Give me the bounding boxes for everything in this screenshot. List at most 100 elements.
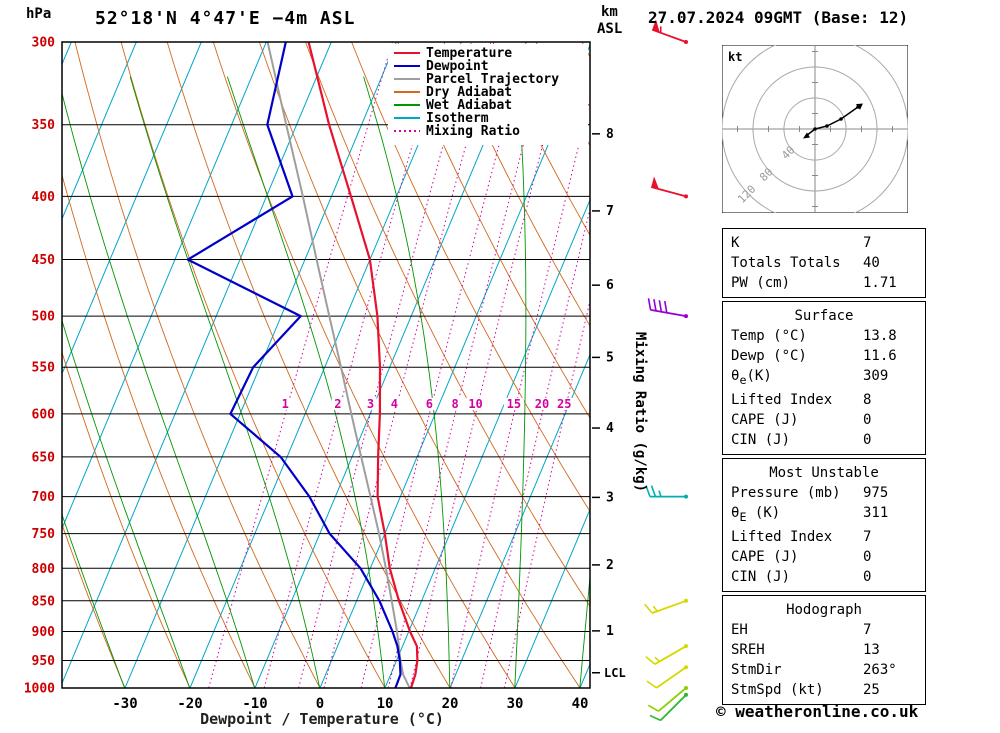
wind-barb <box>647 298 688 319</box>
km-axis-unit: km <box>601 4 618 20</box>
temperature-label: -20 <box>177 696 202 712</box>
stat-row: Temp (°C) 13.8 <box>731 326 917 346</box>
hodograph-kt-label: kt <box>728 50 742 64</box>
pressure-axis-labels: 300 350 400 450 500 550 600 650 700 750 800 850 900 9… <box>24 36 55 697</box>
pressure-label: 850 <box>32 594 56 609</box>
stat-box-title: Hodograph <box>786 601 862 618</box>
wind-barb <box>644 598 688 614</box>
page-title: 52°18'N 4°47'E −4m ASL <box>95 8 356 29</box>
mixing-ratio-value: 8 <box>451 397 458 411</box>
stat-value: 7 <box>863 621 872 638</box>
x-axis-title: Dewpoint / Temperature (°C) <box>200 710 444 728</box>
isotherm-lines <box>62 42 590 688</box>
pressure-label: 350 <box>32 118 56 133</box>
stat-row: SREH 13 <box>731 640 917 660</box>
stat-row: θE (K) 311 <box>731 503 917 527</box>
temperature-axis-labels: -30 -20 -10 0 10 20 30 40 <box>112 696 588 712</box>
temperature-label: -10 <box>242 696 267 712</box>
stat-row: Lifted Index 7 <box>731 527 917 547</box>
stat-value: 311 <box>863 504 889 521</box>
pressure-label: 950 <box>32 654 56 669</box>
legend-label: Parcel Trajectory <box>426 72 559 87</box>
pressure-label: 1000 <box>24 682 55 697</box>
km-label: 7 <box>606 204 614 219</box>
stat-label: EH <box>731 621 748 638</box>
stat-box-title: Surface <box>794 308 854 324</box>
stat-value: 7 <box>863 528 872 545</box>
stat-label: PW (cm) <box>731 275 791 291</box>
stat-label: Dewp (°C) <box>731 348 807 364</box>
plot-frame <box>61 41 591 689</box>
legend-label: Dry Adiabat <box>426 85 512 100</box>
stat-label: StmSpd (kt) <box>731 681 824 698</box>
pressure-label: 450 <box>32 253 56 268</box>
surface-box: Surface Temp (°C) 13.8 Dewp (°C) 11.6 θe(K) 30… <box>722 301 926 455</box>
wind-barb <box>645 644 688 665</box>
wet-adiabat-lines <box>62 76 590 688</box>
km-axis: 1 2 3 4 5 6 7 8 LCL <box>592 127 626 680</box>
asl-axis-unit: ASL <box>597 21 623 37</box>
stat-value: 13 <box>863 641 880 658</box>
stat-value: 8 <box>863 391 872 408</box>
stat-row: Totals Totals 40 <box>731 253 917 273</box>
temperature-curve <box>307 42 419 688</box>
wind-barb <box>650 176 688 199</box>
km-label: 3 <box>606 490 614 505</box>
parcel-trajectory-curve <box>266 42 411 688</box>
temperature-label: 40 <box>572 696 589 712</box>
temperature-label: 10 <box>377 696 394 712</box>
wind-barb <box>646 665 688 689</box>
plot-area: 1 2 3 4 6 8 10 15 20 25 <box>62 42 590 688</box>
dewpoint-curve <box>186 42 402 688</box>
stat-row: StmSpd (kt) 25 <box>731 680 917 700</box>
pressure-label: 400 <box>32 190 56 205</box>
stat-label: Pressure (mb) <box>731 484 841 501</box>
stat-row: Lifted Index 8 <box>731 390 917 410</box>
temperature-label: -30 <box>112 696 137 712</box>
stat-label: θe(K) <box>731 368 772 387</box>
stat-value: 13.8 <box>863 328 897 344</box>
stat-value: 975 <box>863 484 889 501</box>
pressure-label: 600 <box>32 407 56 422</box>
stat-row: Dewp (°C) 11.6 <box>731 346 917 366</box>
km-label: 6 <box>606 278 614 293</box>
wind-barb <box>649 692 688 722</box>
stat-row: θe(K) 309 <box>731 366 917 390</box>
pressure-label: 500 <box>32 310 56 325</box>
indices-box: K 7 Totals Totals 40 PW (cm) 1.71 <box>722 228 926 298</box>
stat-value: 0 <box>863 568 872 585</box>
stat-value: 7 <box>863 235 872 251</box>
mixing-ratio-labels: 1 2 3 4 6 8 10 15 20 25 <box>279 397 575 411</box>
stat-value: 11.6 <box>863 348 897 364</box>
stat-value: 0 <box>863 411 872 428</box>
mixing-ratio-value: 1 <box>282 397 289 411</box>
stat-value: 263° <box>863 661 897 678</box>
stat-label: SREH <box>731 641 765 658</box>
stat-label: CIN (J) <box>731 568 791 585</box>
stat-label: CAPE (J) <box>731 411 799 428</box>
copyright: © weatheronline.co.uk <box>716 702 919 721</box>
legend-label: Isotherm <box>426 111 489 126</box>
hodograph-trace <box>814 106 859 130</box>
stat-row: StmDir 263° <box>731 660 917 680</box>
wind-barbs <box>644 19 688 722</box>
stat-value: 0 <box>863 431 872 448</box>
most-unstable-box: Most Unstable Pressure (mb) 975 θE (K) 311 Li… <box>722 457 926 592</box>
stat-value: 1.71 <box>863 275 897 291</box>
mixing-ratio-value: 15 <box>507 397 521 411</box>
mixing-ratio-value: 25 <box>557 397 571 411</box>
mixing-ratio-value: 6 <box>426 397 433 411</box>
temperature-label: 30 <box>507 696 524 712</box>
legend-label: Wet Adiabat <box>426 98 512 113</box>
stats-panel: K 7 Totals Totals 40 PW (cm) 1.71 Surface Temp… <box>722 228 926 708</box>
pressure-label: 550 <box>32 361 56 376</box>
stat-label: StmDir <box>731 661 782 678</box>
pressure-label: 900 <box>32 625 56 640</box>
pressure-label: 750 <box>32 527 56 542</box>
stat-row: PW (cm) 1.71 <box>731 273 917 293</box>
legend-label: Dewpoint <box>426 59 489 74</box>
